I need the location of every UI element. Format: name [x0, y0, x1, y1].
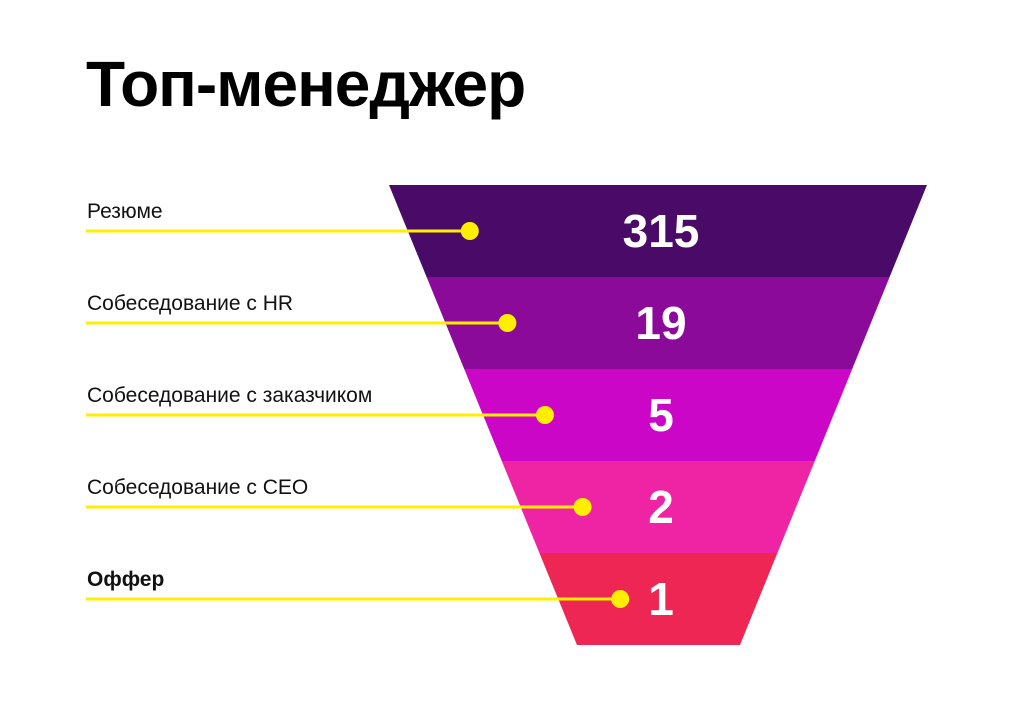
- funnel-segment: [501, 461, 815, 553]
- stage-label: Собеседование с HR: [87, 292, 293, 315]
- funnel-segment: [389, 185, 927, 277]
- funnel-segment: [464, 369, 853, 461]
- connector-dot: [498, 314, 517, 332]
- funnel-connectors: [86, 222, 630, 608]
- funnel-segment: [426, 277, 890, 369]
- funnel-values: 315 19 5 2 1: [623, 205, 700, 625]
- stage-label: Оффер: [87, 568, 164, 591]
- page-title: Топ-менеджер: [86, 48, 526, 120]
- funnel-value: 315: [623, 205, 700, 257]
- stage-label: Собеседование с CEO: [87, 476, 308, 499]
- funnel-value: 2: [648, 481, 674, 533]
- funnel-segment: [539, 553, 778, 645]
- funnel-segments: [389, 185, 927, 645]
- connector-dot: [611, 590, 630, 608]
- connector-dot: [536, 406, 554, 424]
- funnel-value: 5: [648, 389, 674, 441]
- connector-dot: [460, 222, 479, 240]
- funnel-value: 1: [648, 573, 674, 625]
- stage-label: Резюме: [87, 200, 163, 223]
- stage-label: Собеседование с заказчиком: [87, 384, 372, 407]
- connector-dot: [573, 498, 592, 516]
- funnel-labels: Резюме Собеседование с HR Собеседование с …: [87, 200, 372, 591]
- funnel-value: 19: [635, 297, 686, 349]
